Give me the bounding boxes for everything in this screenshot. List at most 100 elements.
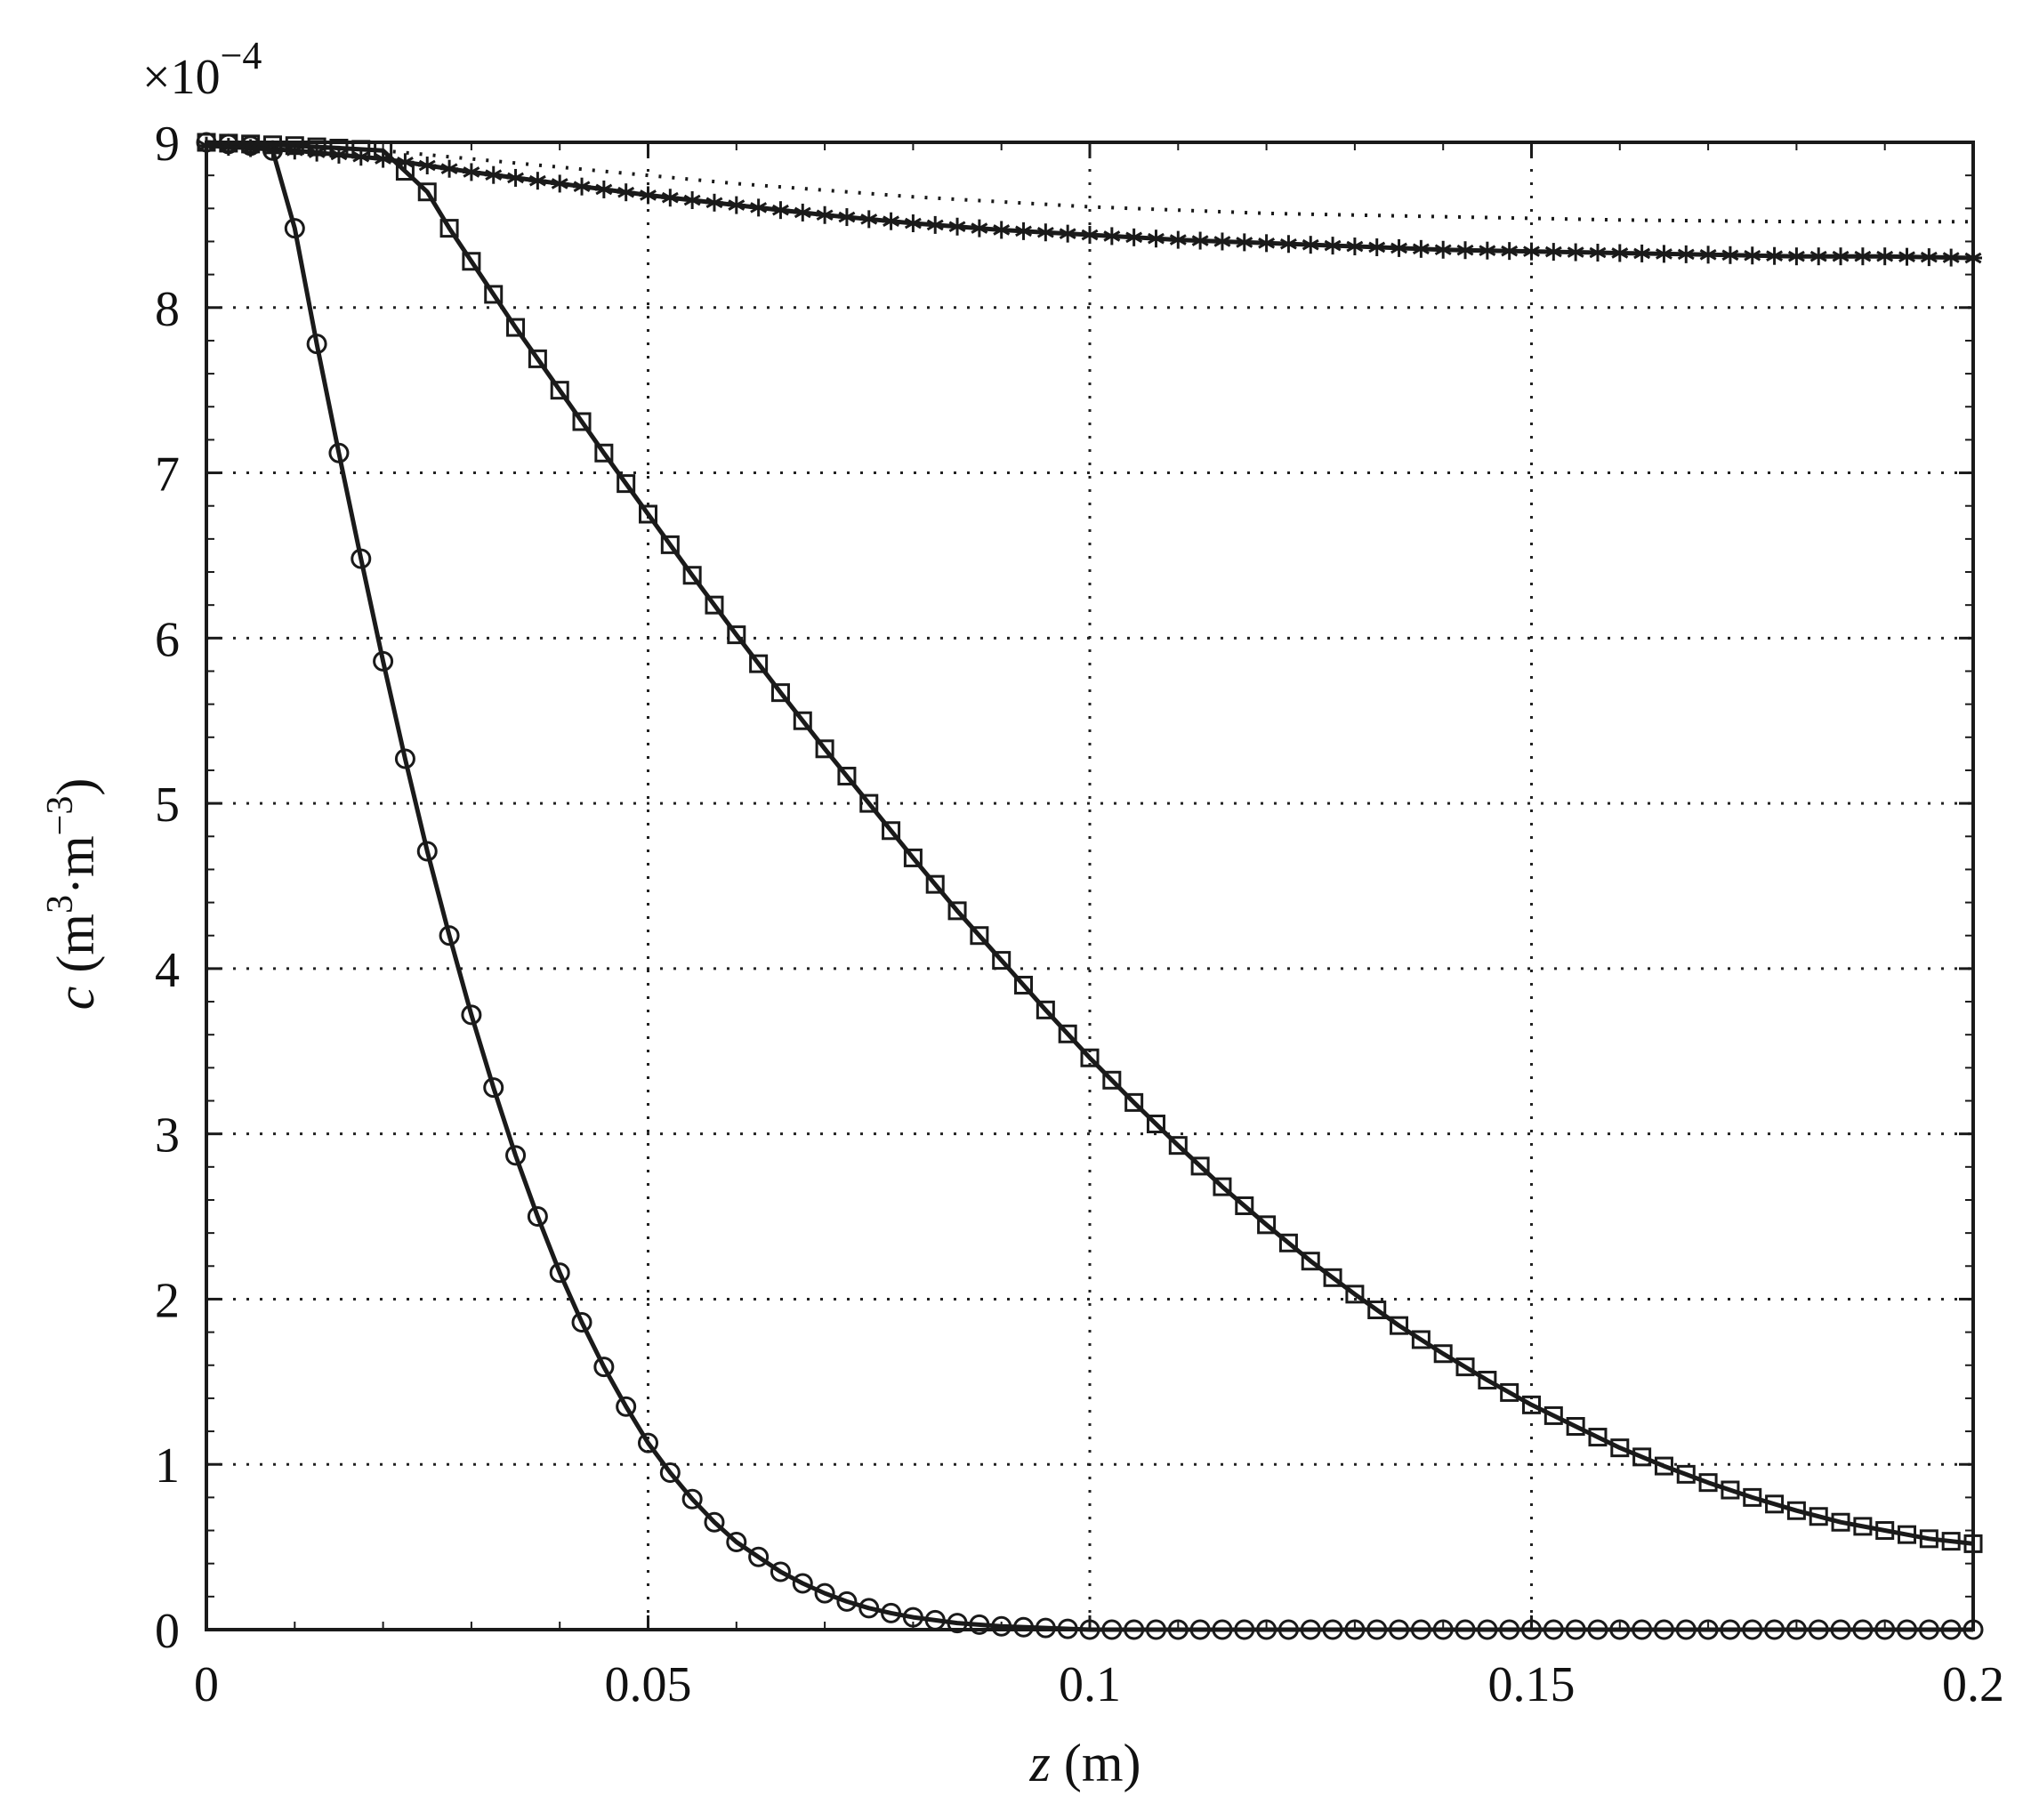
data-point-square xyxy=(1235,1196,1254,1215)
data-point-asterisk xyxy=(1081,226,1099,245)
data-point-square xyxy=(1301,1252,1320,1271)
data-point-asterisk xyxy=(594,180,613,198)
data-point-circle xyxy=(836,1590,858,1612)
data-point-square xyxy=(1875,1521,1895,1541)
data-point-asterisk xyxy=(396,153,415,172)
data-point-square xyxy=(947,901,967,921)
data-point-asterisk xyxy=(794,203,812,221)
data-point-asterisk xyxy=(1832,247,1850,266)
data-point-square xyxy=(462,252,481,271)
y-axis-unit-post: ) xyxy=(46,778,105,796)
data-point-circle xyxy=(947,1613,968,1634)
data-point-asterisk xyxy=(859,210,878,229)
data-point-square xyxy=(903,848,923,867)
data-point-asterisk xyxy=(1875,247,1894,266)
plot-frame xyxy=(205,141,1975,1631)
series-4-none xyxy=(206,141,1973,224)
data-point-square xyxy=(1058,1024,1077,1043)
data-point-asterisk xyxy=(904,214,923,233)
data-point-asterisk xyxy=(1324,237,1342,255)
data-point-square xyxy=(837,766,857,785)
data-point-square xyxy=(749,654,769,673)
data-point-square xyxy=(1566,1416,1585,1436)
data-point-asterisk xyxy=(617,183,635,202)
y-axis-unit-sup1: 3 xyxy=(40,895,81,914)
data-point-square xyxy=(1831,1512,1850,1532)
data-point-asterisk xyxy=(1456,241,1475,260)
data-point-asterisk xyxy=(1412,239,1431,258)
data-point-asterisk xyxy=(418,157,437,175)
data-point-asterisk xyxy=(661,189,680,207)
data-point-asterisk xyxy=(1522,242,1541,261)
x-tick-label: 0.05 xyxy=(605,1657,692,1712)
data-point-asterisk xyxy=(1036,223,1055,242)
data-point-asterisk xyxy=(241,139,260,157)
tick-layer: 0 0.05 0.1 0.15 0.2 0 1 2 3 4 5 6 7 8 9 xyxy=(155,117,2004,1712)
data-point-square xyxy=(925,874,945,894)
data-point-circle xyxy=(659,1462,681,1484)
data-point-square xyxy=(992,951,1012,970)
data-point-asterisk xyxy=(882,212,900,230)
y-tick-label: 2 xyxy=(155,1273,180,1328)
data-point-square xyxy=(1765,1494,1785,1514)
data-point-square xyxy=(815,739,834,759)
data-point-square xyxy=(727,625,746,645)
x-axis-title: z (m) xyxy=(1029,1734,1141,1792)
data-point-square xyxy=(1588,1428,1608,1447)
data-point-asterisk xyxy=(1345,238,1364,256)
data-point-square xyxy=(1146,1115,1165,1134)
data-point-circle xyxy=(571,1311,592,1333)
data-point-asterisk xyxy=(351,148,370,166)
data-point-asterisk xyxy=(992,221,1011,239)
data-point-asterisk xyxy=(1390,238,1408,257)
data-point-asterisk xyxy=(1102,227,1121,246)
data-point-square xyxy=(617,474,636,494)
data-point-square xyxy=(859,793,879,813)
data-point-square xyxy=(1036,1000,1055,1019)
data-point-asterisk xyxy=(771,201,790,220)
y-tick-label: 3 xyxy=(155,1108,180,1164)
data-point-asterisk xyxy=(727,196,746,214)
data-point-asterisk xyxy=(329,145,348,164)
data-point-asterisk xyxy=(1500,242,1519,261)
y-axis-title: c (m3·m−3) xyxy=(40,778,105,1011)
data-point-asterisk xyxy=(1191,231,1210,250)
data-point-asterisk xyxy=(1632,244,1651,262)
data-point-circle xyxy=(616,1396,637,1417)
data-point-circle xyxy=(881,1602,902,1623)
y-tick-label: 0 xyxy=(155,1604,180,1659)
data-point-asterisk xyxy=(948,217,967,236)
data-point-circle xyxy=(306,334,327,355)
data-point-square xyxy=(1345,1284,1365,1304)
series-layer xyxy=(196,132,1984,1640)
data-point-circle xyxy=(461,1004,482,1026)
data-point-asterisk xyxy=(462,163,480,181)
data-point-asterisk xyxy=(1721,246,1739,264)
data-point-square xyxy=(506,318,526,337)
data-point-circle xyxy=(681,1488,703,1510)
data-point-circle xyxy=(505,1145,527,1166)
data-point-asterisk xyxy=(705,193,723,212)
data-point-circle xyxy=(638,1432,658,1454)
data-point-asterisk xyxy=(1743,246,1761,265)
data-point-square xyxy=(1632,1447,1652,1467)
data-point-asterisk xyxy=(926,215,945,234)
data-point-square xyxy=(1809,1507,1828,1526)
data-point-square xyxy=(1323,1268,1342,1287)
data-point-circle xyxy=(351,548,372,569)
data-point-circle xyxy=(704,1511,725,1533)
data-point-asterisk xyxy=(506,168,525,187)
data-point-circle xyxy=(858,1598,880,1619)
data-point-asterisk xyxy=(528,172,547,190)
data-point-circle xyxy=(726,1532,747,1553)
data-point-circle xyxy=(814,1582,835,1604)
x-tick-label: 0.2 xyxy=(1942,1657,2004,1712)
data-point-square xyxy=(1014,975,1034,995)
data-point-asterisk xyxy=(1478,241,1496,260)
data-point-square xyxy=(1500,1382,1519,1402)
data-point-asterisk xyxy=(1853,247,1872,266)
data-point-square xyxy=(1478,1370,1497,1389)
y-tick-label: 6 xyxy=(155,612,180,667)
data-point-asterisk xyxy=(1898,247,1916,266)
